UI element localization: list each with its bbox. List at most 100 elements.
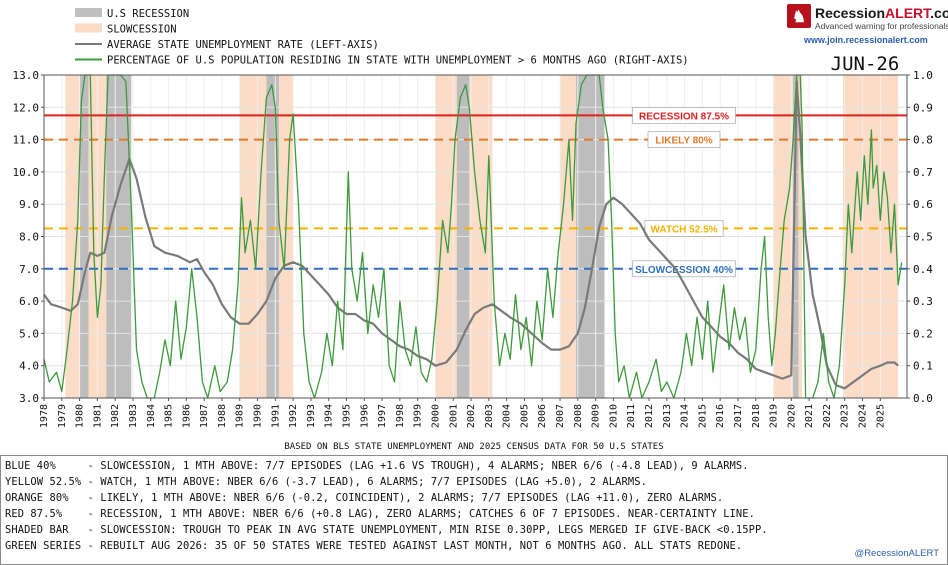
series-line-0 (43, 80, 899, 390)
x-tick-label-22: 2000 (430, 404, 441, 428)
x-tick-label-12: 1990 (253, 404, 264, 428)
note-green-series: GREEN SERIES - REBUILT AUG 2026: 35 OF 5… (5, 540, 743, 552)
legend-label-3: PERCENTAGE OF U.S POPULATION RESIDING IN… (107, 55, 689, 67)
x-tick-label-21: 1999 (413, 404, 424, 428)
x-tick-label-27: 2005 (519, 404, 530, 428)
note-yellow: YELLOW 52.5% - WATCH, 1 MTH ABOVE: NBER … (5, 476, 647, 488)
left-tick-label-1: 4.0 (19, 360, 39, 373)
left-tick-label-3: 6.0 (19, 295, 39, 308)
x-tick-label-11: 1989 (235, 404, 246, 428)
right-tick-label-1: 0.1 (913, 360, 933, 373)
x-tick-label-14: 1992 (288, 404, 299, 428)
right-tick-label-10: 1.0 (913, 69, 933, 82)
x-tick-label-4: 1982 (110, 404, 121, 428)
x-tick-label-20: 1998 (395, 404, 406, 428)
series-lines (43, 74, 903, 399)
right-tick-label-8: 0.8 (913, 134, 933, 147)
x-tick-label-44: 2022 (822, 404, 833, 428)
x-tick-label-34: 2012 (644, 404, 655, 428)
x-tick-label-33: 2011 (626, 404, 637, 428)
legend-swatch-1 (75, 23, 102, 33)
left-tick-label-7: 10.0 (13, 166, 40, 179)
threshold-label-2: WATCH 52.5% (650, 224, 717, 235)
right-tick-label-5: 0.5 (913, 231, 933, 244)
x-tick-label-47: 2025 (875, 404, 886, 428)
left-tick-label-10: 13.0 (13, 69, 40, 82)
right-tick-label-7: 0.7 (913, 166, 933, 179)
x-tick-label-42: 2020 (786, 404, 797, 428)
x-tick-label-24: 2002 (466, 404, 477, 428)
x-tick-label-6: 1984 (146, 404, 157, 428)
chart-canvas: RECESSION 87.5% LIKELY 80% WATCH 52.5% SLOW… (12, 4, 948, 452)
right-tick-label-9: 0.9 (913, 101, 933, 114)
legend-label-2: AVERAGE STATE UNEMPLOYMENT RATE (LEFT-AX… (107, 39, 379, 51)
twitter-handle[interactable]: @RecessionALERT (854, 548, 939, 559)
x-tick-label-43: 2021 (804, 404, 815, 428)
x-tick-label-26: 2004 (502, 404, 513, 428)
x-tick-label-41: 2019 (769, 404, 780, 428)
date-stamp: JUN-26 (831, 53, 900, 75)
x-tick-label-16: 1994 (324, 404, 335, 428)
right-tick-label-6: 0.6 (913, 198, 933, 211)
threshold-lines: RECESSION 87.5% LIKELY 80% WATCH 52.5% SLOW… (44, 107, 907, 278)
right-tick-label-0: 0.0 (913, 392, 933, 405)
threshold-label-box-0 (632, 107, 736, 124)
x-tick-label-39: 2017 (733, 404, 744, 428)
x-tick-label-17: 1995 (341, 404, 352, 428)
note-red: RED 87.5% - RECESSION, 1 MTH ABOVE: NBER… (5, 508, 755, 520)
brand-tagline: Advanced warning for professionals (815, 21, 948, 31)
x-tick-label-9: 1987 (199, 404, 210, 428)
x-tick-label-31: 2009 (591, 404, 602, 428)
left-tick-label-5: 8.0 (19, 231, 39, 244)
note-shaded-bar: SHADED BAR - SLOWCESSION: TROUGH TO PEAK… (5, 524, 768, 536)
x-tick-label-5: 1983 (128, 404, 139, 428)
threshold-label-1: LIKELY 80% (655, 136, 712, 147)
x-tick-label-46: 2024 (858, 404, 869, 428)
left-tick-label-8: 11.0 (13, 134, 40, 147)
axes: 3.0 4.0 5.0 6.0 7.0 8.0 9.0 10.0 11.0 12.0 13.0 0.0… (13, 69, 934, 428)
x-tick-label-8: 1986 (181, 404, 192, 428)
x-tick-label-28: 2006 (537, 404, 548, 428)
x-tick-label-7: 1985 (164, 404, 175, 428)
threshold-label-3: SLOWCESSION 40% (635, 265, 733, 276)
brand-name: RecessionALERT.com (815, 5, 948, 21)
threshold-label-box-2 (644, 220, 724, 237)
left-tick-label-0: 3.0 (19, 392, 39, 405)
brand-url[interactable]: www.join.recessionalert.com (803, 35, 928, 45)
x-tick-label-25: 2003 (484, 404, 495, 428)
note-orange: ORANGE 80% - LIKELY, 1 MTH ABOVE: NBER 6… (5, 492, 724, 504)
legend-label-1: SLOWCESSION (107, 24, 177, 36)
x-tick-label-10: 1988 (217, 404, 228, 428)
gridlines (43, 74, 907, 399)
left-tick-label-2: 5.0 (19, 327, 39, 340)
source-note: BASED ON BLS STATE UNEMPLOYMENT AND 2025… (284, 442, 663, 452)
notes-panel: BLUE 40% - SLOWCESSION, 1 MTH ABOVE: 7/7… (0, 455, 948, 565)
legend-swatch-0 (75, 8, 102, 17)
legend-label-0: U.S RECESSION (107, 8, 189, 20)
x-tick-label-35: 2013 (662, 404, 673, 428)
left-tick-label-9: 12.0 (13, 101, 40, 114)
x-tick-label-15: 1993 (306, 404, 317, 428)
x-tick-label-18: 1996 (359, 404, 370, 428)
right-tick-label-4: 0.4 (913, 263, 933, 276)
x-tick-label-23: 2001 (448, 404, 459, 428)
left-tick-label-4: 7.0 (19, 263, 39, 276)
threshold-label-box-1 (647, 131, 721, 148)
x-tick-label-38: 2016 (715, 404, 726, 428)
svg-text:♞: ♞ (792, 7, 806, 26)
x-tick-label-36: 2014 (680, 404, 691, 428)
x-tick-label-2: 1980 (75, 404, 86, 428)
left-tick-label-6: 9.0 (19, 198, 39, 211)
x-tick-label-30: 2008 (573, 404, 584, 428)
right-tick-label-3: 0.3 (913, 295, 933, 308)
x-tick-label-1: 1979 (57, 404, 68, 428)
x-tick-label-40: 2018 (751, 404, 762, 428)
x-tick-label-13: 1991 (270, 404, 281, 428)
series-line-1 (43, 74, 903, 399)
x-tick-label-29: 2007 (555, 404, 566, 428)
x-tick-label-3: 1981 (92, 404, 103, 428)
threshold-label-0: RECESSION 87.5% (639, 111, 729, 122)
right-tick-label-2: 0.2 (913, 327, 933, 340)
x-tick-label-45: 2023 (840, 404, 851, 428)
x-tick-label-0: 1978 (39, 404, 50, 428)
